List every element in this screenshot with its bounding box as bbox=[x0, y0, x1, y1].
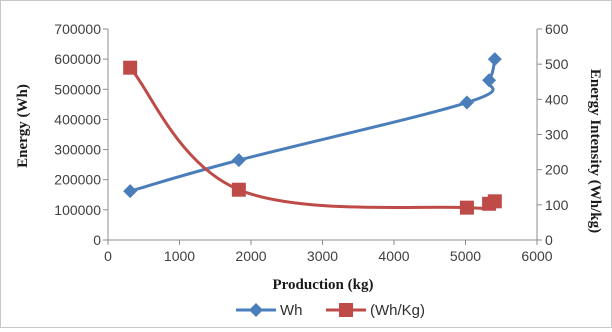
axes bbox=[103, 28, 542, 245]
x-axis-title: Production (kg) bbox=[273, 277, 374, 293]
y-tick-label: 700000 bbox=[54, 21, 101, 37]
data-point-wh bbox=[231, 153, 246, 168]
series-lines bbox=[129, 58, 497, 210]
data-point-wh bbox=[487, 52, 502, 67]
secondary-y-tick-label: 0 bbox=[545, 232, 553, 248]
secondary-y-tick-label: 400 bbox=[545, 91, 569, 107]
x-tick-label: 5000 bbox=[450, 248, 481, 264]
y-axis-title: Energy (Wh) bbox=[15, 84, 31, 168]
legend-label-wh: Wh bbox=[280, 302, 303, 319]
x-tick-label: 6000 bbox=[521, 248, 552, 264]
x-tick-label: 1000 bbox=[164, 248, 195, 264]
data-point-wh-per-kg bbox=[231, 182, 246, 197]
series-line-wh-per-kg bbox=[129, 66, 496, 210]
data-point-wh bbox=[123, 184, 138, 199]
secondary-y-tick-label: 200 bbox=[545, 162, 569, 178]
legend-marker-wh bbox=[249, 303, 263, 317]
x-tick-label: 2000 bbox=[235, 248, 266, 264]
secondary-y-tick-label: 600 bbox=[545, 21, 569, 37]
x-tick-label: 3000 bbox=[307, 248, 338, 264]
series-line-wh bbox=[129, 58, 497, 193]
y-tick-label: 400000 bbox=[54, 111, 101, 127]
legend-label-wh-per-kg: (Wh/Kg) bbox=[370, 302, 425, 319]
y-tick-label: 100000 bbox=[54, 202, 101, 218]
secondary-y-tick-label: 100 bbox=[545, 197, 569, 213]
data-point-wh bbox=[459, 95, 474, 110]
secondary-y-tick-label: 300 bbox=[545, 127, 569, 143]
line-chart: 0100000200000300000400000500000600000700… bbox=[15, 21, 603, 319]
x-tick-label: 4000 bbox=[378, 248, 409, 264]
y-tick-label: 200000 bbox=[54, 172, 101, 188]
y-tick-label: 0 bbox=[93, 232, 101, 248]
data-point-wh-per-kg bbox=[459, 200, 474, 215]
tick-labels: 0100000200000300000400000500000600000700… bbox=[54, 21, 568, 264]
data-point-wh-per-kg bbox=[487, 194, 502, 209]
data-point-wh bbox=[482, 73, 497, 88]
y-tick-label: 600000 bbox=[54, 51, 101, 67]
series-markers bbox=[123, 52, 502, 215]
data-point-wh-per-kg bbox=[123, 60, 138, 75]
legend-marker-wh-per-kg bbox=[339, 303, 353, 317]
y-tick-label: 500000 bbox=[54, 81, 101, 97]
x-tick-label: 0 bbox=[104, 248, 112, 264]
legend: Wh (Wh/Kg) bbox=[236, 302, 425, 319]
secondary-y-axis-title: Energy Intensity (Wh/kg) bbox=[587, 69, 603, 233]
y-tick-label: 300000 bbox=[54, 142, 101, 158]
secondary-y-tick-label: 500 bbox=[545, 56, 569, 72]
